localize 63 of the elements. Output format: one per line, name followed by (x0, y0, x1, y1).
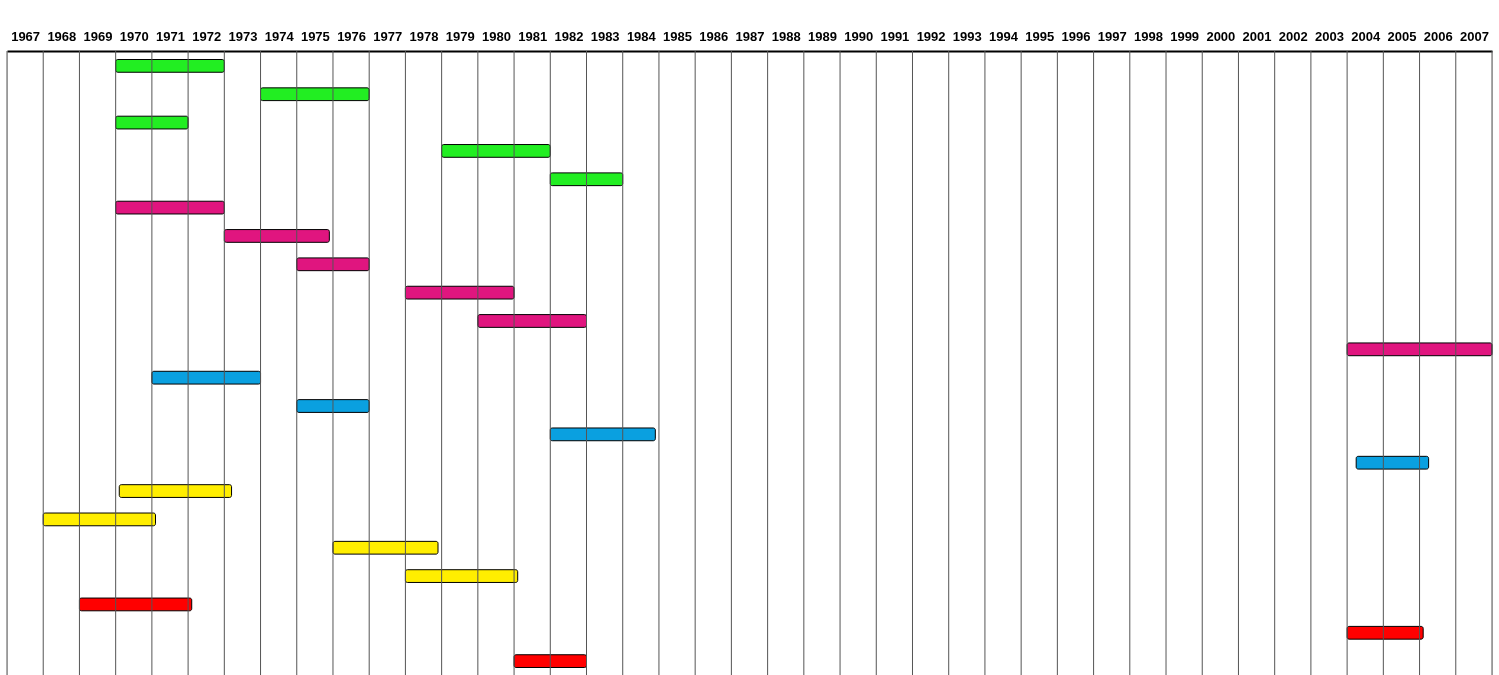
x-tick-label: 2005 (1387, 28, 1417, 44)
x-tick-label: 2004 (1351, 28, 1381, 44)
bar (332, 540, 439, 555)
x-tick-label: 1980 (482, 28, 511, 44)
bar (42, 512, 156, 527)
x-tick-label: 2000 (1206, 28, 1236, 44)
x-tick-label: 1972 (192, 28, 222, 44)
bar (513, 654, 588, 668)
x-tick-label: 1970 (119, 28, 149, 44)
x-tick-label: 2006 (1423, 28, 1453, 44)
bar (296, 257, 370, 272)
x-tick-label: 1991 (880, 28, 910, 44)
x-tick-label: 1984 (626, 28, 657, 44)
bar (404, 285, 515, 300)
x-tick-label: 1977 (373, 28, 403, 44)
x-tick-label: 1997 (1097, 28, 1127, 44)
x-tick-label: 1981 (518, 28, 548, 44)
x-tick-label: 2001 (1242, 28, 1272, 44)
bar (1355, 455, 1430, 470)
x-tick-label: 1999 (1170, 28, 1200, 44)
bar (115, 200, 225, 215)
bar (151, 370, 262, 385)
bar (1346, 625, 1424, 640)
x-tick-label: 1986 (699, 28, 729, 44)
x-tick-label: 1974 (264, 28, 295, 44)
bar (260, 87, 370, 102)
bar (223, 229, 330, 243)
x-tick-label: 1987 (735, 28, 765, 44)
x-tick-label: 1996 (1061, 28, 1091, 44)
x-tick-label: 1998 (1133, 28, 1163, 44)
x-tick-label: 1994 (989, 28, 1019, 44)
bar (115, 115, 189, 130)
bar (441, 144, 551, 158)
x-tick-label: 1975 (300, 28, 330, 44)
bar (1346, 342, 1493, 357)
x-tick-label: 1990 (844, 28, 874, 44)
x-tick-label: 1985 (663, 28, 693, 44)
x-tick-label: 2007 (1459, 28, 1489, 44)
x-tick-label: 1967 (11, 28, 41, 44)
bar (477, 314, 588, 328)
x-tick-label: 1988 (771, 28, 801, 44)
x-tick-label: 1969 (83, 28, 113, 44)
bar (78, 597, 193, 612)
x-tick-label: 2002 (1278, 28, 1308, 44)
x-tick-label: 1968 (47, 28, 77, 44)
bar (549, 172, 624, 187)
x-tick-label: 1989 (807, 28, 837, 44)
bar (549, 427, 656, 442)
x-tick-label: 1982 (554, 28, 584, 44)
x-tick-label: 1995 (1025, 28, 1055, 44)
x-tick-label: 1979 (445, 28, 475, 44)
x-tick-label: 1971 (156, 28, 185, 44)
x-tick-label: 1976 (337, 28, 367, 44)
x-tick-label: 1978 (409, 28, 439, 44)
x-tick-label: 1973 (228, 28, 258, 44)
bar (115, 59, 225, 73)
bar (296, 399, 370, 413)
bar (404, 569, 519, 583)
x-tick-label: 1992 (916, 28, 946, 44)
x-tick-label: 1993 (952, 28, 982, 44)
bar (118, 484, 233, 498)
x-tick-label: 1983 (590, 28, 620, 44)
x-tick-label: 2003 (1315, 28, 1344, 44)
